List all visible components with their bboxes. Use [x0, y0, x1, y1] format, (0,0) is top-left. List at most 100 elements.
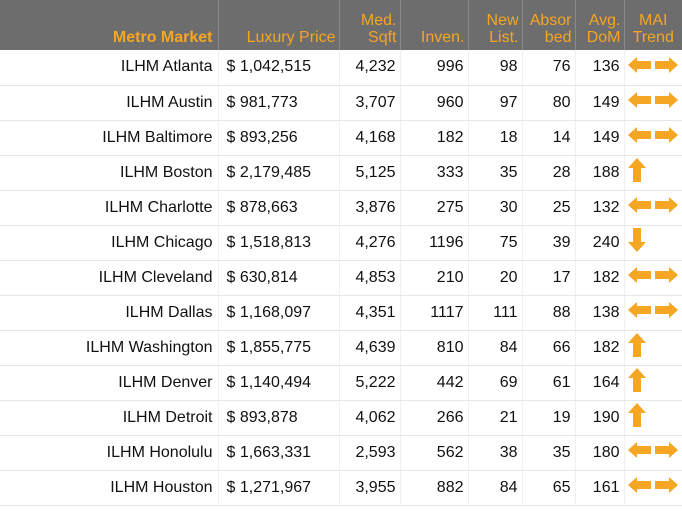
inventory-cell: 266: [400, 400, 469, 436]
absorbed-cell: 25: [522, 190, 576, 226]
table-row: ILHM Baltimore $ 893,256 4,168 182 18 14 149: [0, 120, 682, 156]
trend-cell: [624, 155, 682, 191]
trend-cell: [624, 120, 682, 156]
market-name-cell: ILHM Charlotte: [0, 190, 219, 226]
absorbed-cell: 14: [522, 120, 576, 156]
header-metro-market-label: Metro Market: [112, 29, 213, 46]
up-arrow-icon: [627, 332, 647, 358]
up-arrow-icon: [627, 157, 647, 183]
median-sqft-cell: 4,639: [339, 330, 401, 366]
market-name-cell: ILHM Denver: [0, 365, 219, 401]
market-name-cell: ILHM Honolulu: [0, 435, 219, 471]
absorbed-cell: 35: [522, 435, 576, 471]
absorbed-cell: 28: [522, 155, 576, 191]
absorbed-cell: 88: [522, 295, 576, 331]
new-listings-cell: 98: [468, 50, 523, 86]
trend-cell: [624, 470, 682, 506]
table-row: ILHM Denver $ 1,140,494 5,222 442 69 61 164: [0, 365, 682, 401]
header-luxury-price: Luxury Price: [218, 0, 340, 50]
absorbed-cell: 61: [522, 365, 576, 401]
avg-dom-cell: 149: [575, 85, 625, 121]
header-absorbed-line1: Absor: [529, 12, 572, 29]
trend-cell: [624, 190, 682, 226]
inventory-cell: 210: [400, 260, 469, 296]
avg-dom-cell: 149: [575, 120, 625, 156]
inventory-cell: 996: [400, 50, 469, 86]
trend-cell: [624, 400, 682, 436]
avg-dom-cell: 182: [575, 330, 625, 366]
median-sqft-cell: 4,232: [339, 50, 401, 86]
header-median-sqft: Med. Sqft: [339, 0, 401, 50]
header-mai-trend-line2: Trend: [632, 29, 674, 46]
luxury-price-cell: $ 1,140,494: [218, 365, 340, 401]
trend-cell: [624, 365, 682, 401]
avg-dom-cell: 190: [575, 400, 625, 436]
absorbed-cell: 19: [522, 400, 576, 436]
left-right-arrows-icon: [627, 298, 679, 322]
header-avg-dom: Avg. DoM: [575, 0, 625, 50]
avg-dom-cell: 138: [575, 295, 625, 331]
header-metro-market: Metro Market: [0, 0, 219, 50]
header-avg-dom-line1: Avg.: [588, 12, 621, 29]
median-sqft-cell: 3,955: [339, 470, 401, 506]
median-sqft-cell: 4,351: [339, 295, 401, 331]
median-sqft-cell: 2,593: [339, 435, 401, 471]
market-name-cell: ILHM Dallas: [0, 295, 219, 331]
table-row: ILHM Washington $ 1,855,775 4,639 810 84 66 18…: [0, 330, 682, 366]
new-listings-cell: 30: [468, 190, 523, 226]
inventory-cell: 442: [400, 365, 469, 401]
new-listings-cell: 21: [468, 400, 523, 436]
luxury-price-cell: $ 1,663,331: [218, 435, 340, 471]
absorbed-cell: 39: [522, 225, 576, 261]
market-name-cell: ILHM Cleveland: [0, 260, 219, 296]
left-right-arrows-icon: [627, 123, 679, 147]
header-median-sqft-line1: Med.: [360, 12, 397, 29]
luxury-price-cell: $ 2,179,485: [218, 155, 340, 191]
median-sqft-cell: 4,276: [339, 225, 401, 261]
table-row: ILHM Chicago $ 1,518,813 4,276 1196 75 39 240: [0, 225, 682, 261]
left-right-arrows-icon: [627, 53, 679, 77]
table-header: Metro Market Luxury Price Med. Sqft Inven…: [0, 0, 682, 50]
trend-cell: [624, 295, 682, 331]
market-name-cell: ILHM Detroit: [0, 400, 219, 436]
table-row: ILHM Houston $ 1,271,967 3,955 882 84 65 161: [0, 470, 682, 506]
header-new-listings: New List.: [468, 0, 523, 50]
header-new-listings-line1: New: [486, 12, 519, 29]
header-inventory: Inven.: [400, 0, 469, 50]
median-sqft-cell: 5,125: [339, 155, 401, 191]
trend-cell: [624, 260, 682, 296]
table-row: ILHM Cleveland $ 630,814 4,853 210 20 17 182: [0, 260, 682, 296]
absorbed-cell: 17: [522, 260, 576, 296]
luxury-price-cell: $ 1,042,515: [218, 50, 340, 86]
inventory-cell: 275: [400, 190, 469, 226]
header-mai-trend: MAI Trend: [624, 0, 682, 50]
new-listings-cell: 69: [468, 365, 523, 401]
luxury-price-cell: $ 1,518,813: [218, 225, 340, 261]
absorbed-cell: 80: [522, 85, 576, 121]
avg-dom-cell: 136: [575, 50, 625, 86]
new-listings-cell: 97: [468, 85, 523, 121]
left-right-arrows-icon: [627, 473, 679, 497]
inventory-cell: 960: [400, 85, 469, 121]
avg-dom-cell: 164: [575, 365, 625, 401]
market-name-cell: ILHM Atlanta: [0, 50, 219, 86]
market-name-cell: ILHM Washington: [0, 330, 219, 366]
table-body: ILHM Atlanta $ 1,042,515 4,232 996 98 76 136 IL…: [0, 50, 682, 506]
luxury-price-cell: $ 981,773: [218, 85, 340, 121]
market-name-cell: ILHM Chicago: [0, 225, 219, 261]
luxury-price-cell: $ 893,256: [218, 120, 340, 156]
trend-cell: [624, 50, 682, 86]
left-right-arrows-icon: [627, 263, 679, 287]
header-inventory-label: Inven.: [420, 29, 465, 46]
new-listings-cell: 75: [468, 225, 523, 261]
new-listings-cell: 84: [468, 470, 523, 506]
table-row: ILHM Boston $ 2,179,485 5,125 333 35 28 188: [0, 155, 682, 191]
table-row: ILHM Austin $ 981,773 3,707 960 97 80 149: [0, 85, 682, 121]
new-listings-cell: 18: [468, 120, 523, 156]
absorbed-cell: 65: [522, 470, 576, 506]
new-listings-cell: 35: [468, 155, 523, 191]
absorbed-cell: 66: [522, 330, 576, 366]
header-luxury-price-label: Luxury Price: [246, 29, 336, 46]
down-arrow-icon: [627, 227, 647, 253]
